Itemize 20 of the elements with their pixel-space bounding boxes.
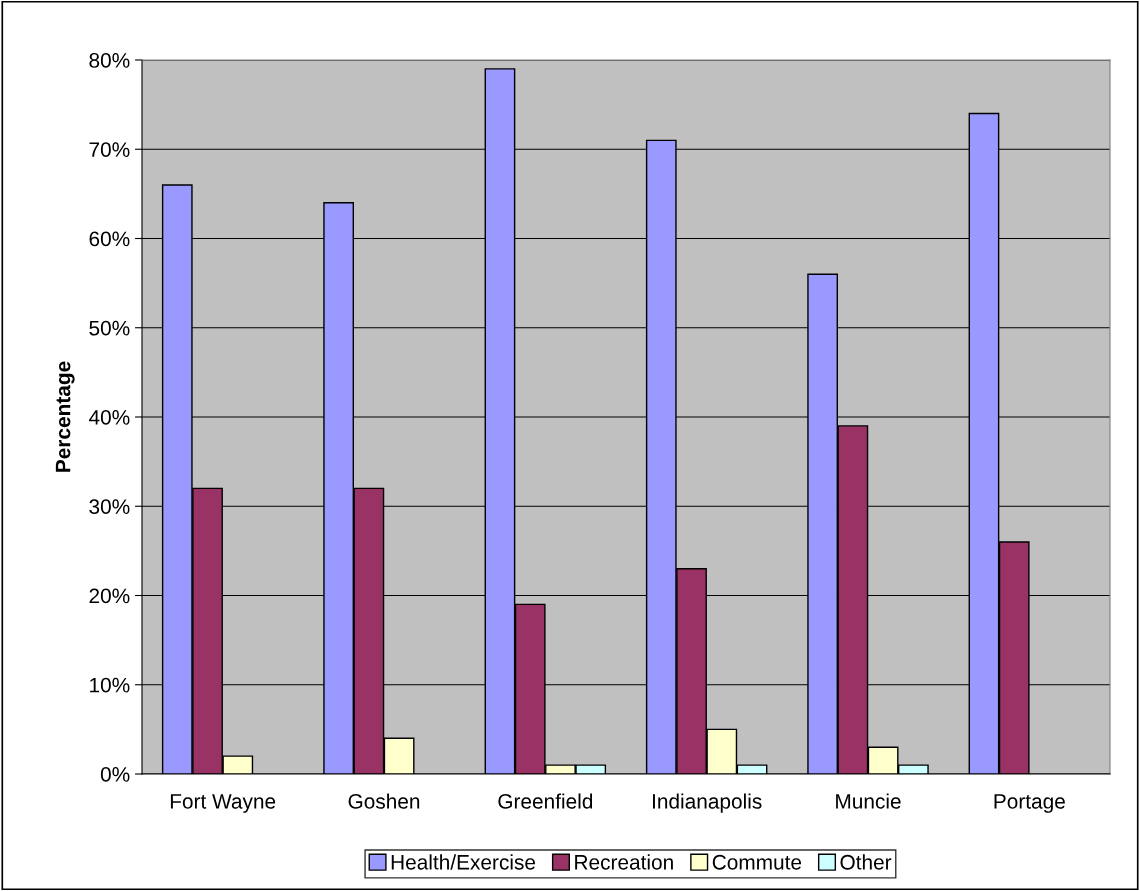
- legend-label: Health/Exercise: [391, 854, 536, 870]
- x-tick-label: Muncie: [836, 793, 901, 809]
- legend-label: Recreation: [575, 854, 673, 870]
- y-tick-label: 30%: [89, 499, 130, 514]
- y-tick-label: 40%: [88, 410, 130, 425]
- x-tick-label: Greenfield: [498, 793, 593, 809]
- y-tick-label: 80%: [89, 53, 130, 68]
- x-tick-label: Portage: [994, 794, 1065, 813]
- x-tick-label: Goshen: [348, 793, 420, 809]
- y-tick-label: 70%: [89, 142, 130, 157]
- legend-label: Commute: [712, 854, 802, 870]
- y-tick-label: 10%: [90, 677, 130, 693]
- y-tick-label: 0%: [100, 767, 130, 782]
- y-axis-title: Percentage: [55, 361, 75, 472]
- legend-label: Other: [840, 854, 892, 870]
- y-tick-label: 50%: [89, 320, 130, 336]
- y-tick-label: 20%: [89, 588, 130, 604]
- x-tick-label: Fort Wayne: [170, 794, 276, 813]
- y-tick-label: 60%: [89, 231, 130, 247]
- x-tick-label: Indianapolis: [653, 793, 762, 813]
